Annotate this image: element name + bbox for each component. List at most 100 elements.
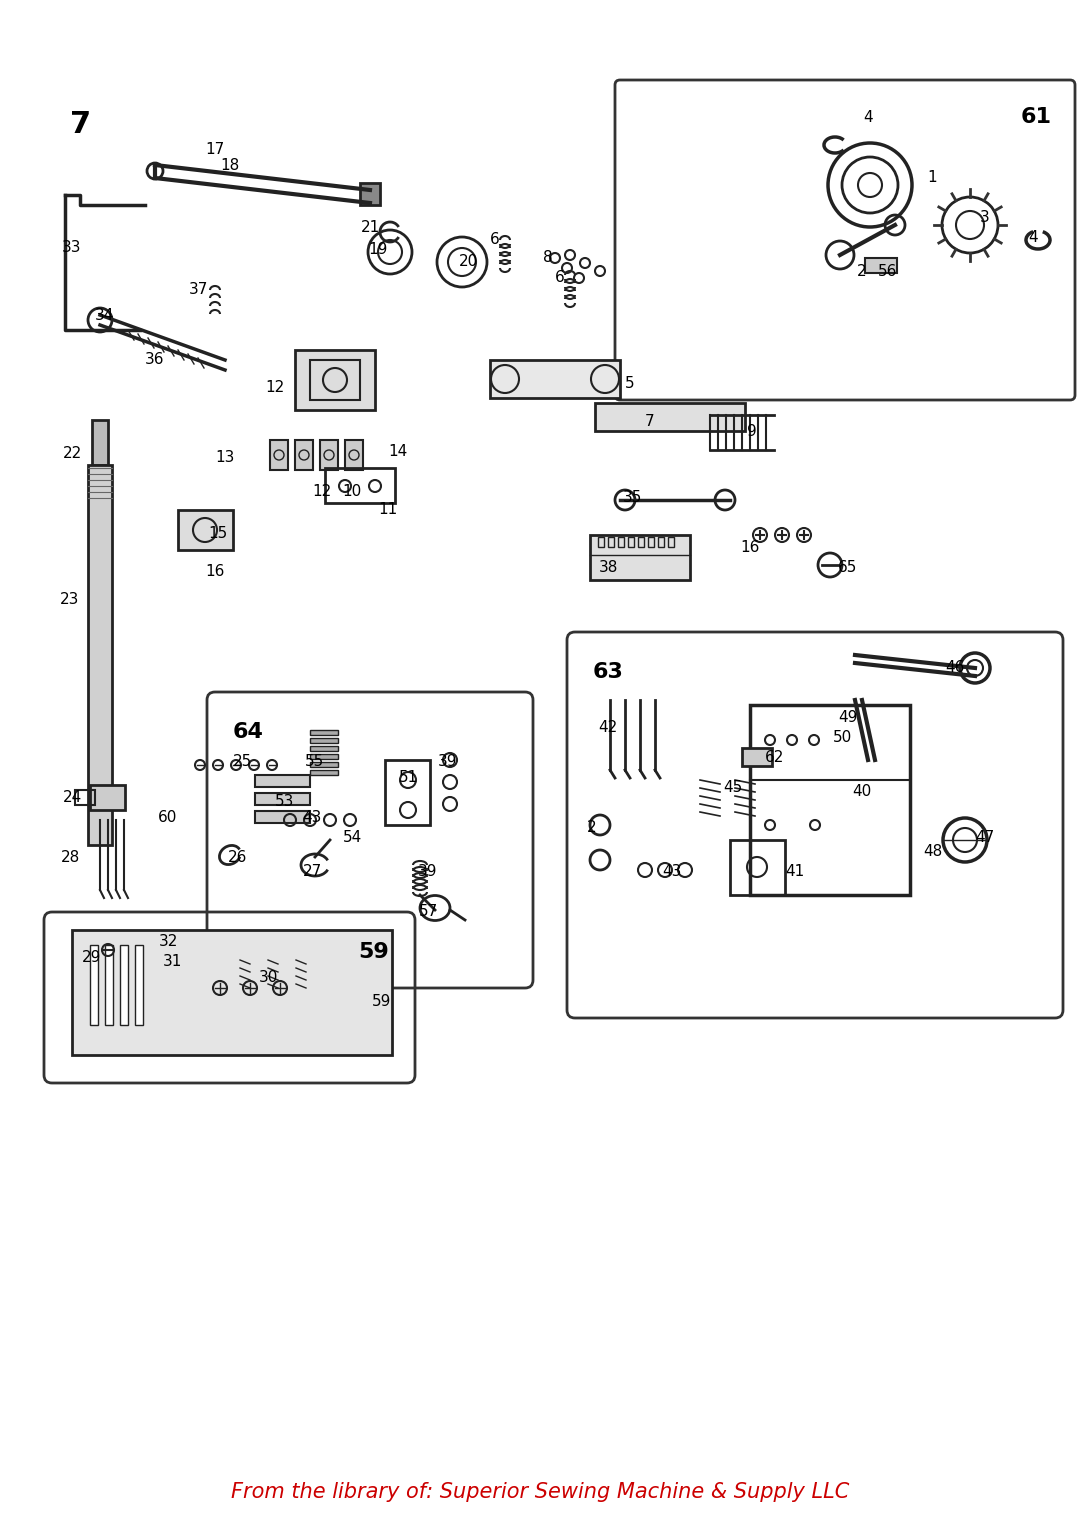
Text: 32: 32 xyxy=(159,935,178,950)
Text: 7: 7 xyxy=(645,414,654,429)
Text: 62: 62 xyxy=(766,750,785,765)
Text: 14: 14 xyxy=(389,444,407,460)
Bar xyxy=(75,789,95,805)
Text: 19: 19 xyxy=(368,243,388,258)
Text: 41: 41 xyxy=(785,864,805,880)
Bar xyxy=(72,930,392,1055)
Text: 6: 6 xyxy=(490,232,500,247)
Text: 61: 61 xyxy=(1021,107,1052,127)
Text: 20: 20 xyxy=(458,255,477,269)
Bar xyxy=(87,466,112,844)
Text: 53: 53 xyxy=(275,794,295,809)
Text: 27: 27 xyxy=(302,864,322,880)
Text: 47: 47 xyxy=(975,831,995,846)
Text: 56: 56 xyxy=(878,264,897,279)
Text: 39: 39 xyxy=(418,864,437,880)
Text: 18: 18 xyxy=(220,157,240,173)
Bar xyxy=(730,840,785,895)
Bar xyxy=(135,945,143,1025)
Text: 7: 7 xyxy=(70,110,91,139)
Bar xyxy=(669,538,674,547)
Bar xyxy=(310,747,338,751)
Bar xyxy=(120,945,129,1025)
Bar xyxy=(658,538,664,547)
Text: 30: 30 xyxy=(258,971,278,985)
Bar xyxy=(618,538,624,547)
Text: 43: 43 xyxy=(302,811,322,826)
Text: 37: 37 xyxy=(188,282,207,298)
Text: 17: 17 xyxy=(205,142,225,157)
Text: 38: 38 xyxy=(598,560,618,576)
Text: 22: 22 xyxy=(63,446,82,461)
Text: 63: 63 xyxy=(593,663,624,683)
Bar xyxy=(325,467,395,502)
Text: 65: 65 xyxy=(838,560,858,576)
Text: 6: 6 xyxy=(555,270,565,286)
Text: 54: 54 xyxy=(342,831,362,846)
Text: 2: 2 xyxy=(588,820,597,835)
Text: 59: 59 xyxy=(359,942,389,962)
Text: 4: 4 xyxy=(863,110,873,125)
Text: 55: 55 xyxy=(306,754,325,770)
Text: 21: 21 xyxy=(361,220,380,235)
Text: 59: 59 xyxy=(373,994,392,1009)
Text: 48: 48 xyxy=(923,844,943,860)
Bar xyxy=(90,945,98,1025)
Text: 11: 11 xyxy=(378,502,397,518)
Text: 13: 13 xyxy=(215,450,234,466)
Text: 33: 33 xyxy=(63,240,82,255)
Text: 2: 2 xyxy=(858,264,867,279)
Bar xyxy=(595,403,745,431)
Text: 16: 16 xyxy=(740,541,759,556)
Bar xyxy=(92,420,108,466)
Bar xyxy=(255,776,310,786)
Bar xyxy=(865,258,897,273)
Bar xyxy=(750,705,910,895)
Bar xyxy=(648,538,654,547)
Bar xyxy=(598,538,604,547)
Text: 8: 8 xyxy=(543,250,553,266)
Bar xyxy=(310,770,338,776)
Text: 49: 49 xyxy=(838,710,858,725)
Text: 39: 39 xyxy=(438,754,458,770)
Text: 25: 25 xyxy=(232,754,252,770)
Bar xyxy=(310,754,338,759)
Text: 51: 51 xyxy=(399,771,418,785)
Text: 29: 29 xyxy=(82,950,102,965)
Bar xyxy=(310,360,360,400)
Text: 64: 64 xyxy=(233,722,264,742)
Bar xyxy=(105,945,113,1025)
Text: 60: 60 xyxy=(159,811,178,826)
Bar xyxy=(320,440,338,470)
Text: 10: 10 xyxy=(342,484,362,499)
Text: 4: 4 xyxy=(1028,231,1038,246)
Text: 9: 9 xyxy=(747,425,757,440)
Text: 35: 35 xyxy=(622,490,642,505)
Text: 50: 50 xyxy=(833,730,852,745)
Text: 12: 12 xyxy=(312,484,332,499)
Text: 3: 3 xyxy=(981,211,990,226)
Bar xyxy=(360,183,380,205)
Text: 26: 26 xyxy=(228,851,247,866)
Text: 1: 1 xyxy=(928,171,936,185)
Bar xyxy=(310,762,338,767)
Text: 34: 34 xyxy=(95,307,114,322)
Bar xyxy=(742,748,772,767)
Bar xyxy=(638,538,644,547)
Text: 28: 28 xyxy=(60,851,80,866)
Bar xyxy=(608,538,615,547)
Bar xyxy=(255,811,310,823)
Text: 15: 15 xyxy=(208,525,228,541)
Text: 36: 36 xyxy=(145,353,165,368)
Bar xyxy=(270,440,288,470)
Text: 16: 16 xyxy=(205,565,225,580)
Bar xyxy=(590,534,690,580)
Bar xyxy=(384,760,430,825)
Bar xyxy=(490,360,620,399)
Text: 46: 46 xyxy=(945,661,964,675)
Bar xyxy=(90,785,125,809)
Bar xyxy=(310,730,338,734)
Text: From the library of: Superior Sewing Machine & Supply LLC: From the library of: Superior Sewing Mac… xyxy=(231,1483,849,1503)
Text: 23: 23 xyxy=(60,592,80,608)
Text: 24: 24 xyxy=(63,791,82,806)
